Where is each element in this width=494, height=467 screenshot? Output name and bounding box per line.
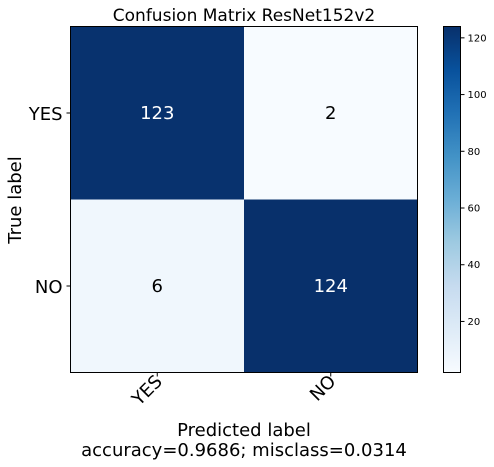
colorbar-tick-label: 60 [468, 204, 481, 215]
x-axis-ticks: YES NO [127, 371, 340, 410]
chart-title: Confusion Matrix ResNet152v2 [113, 6, 375, 26]
plot-frame [70, 26, 418, 373]
x-tick-label: NO [306, 371, 340, 405]
x-tick-label: YES [127, 371, 166, 410]
colorbar-tick-label: 20 [468, 317, 481, 328]
matrix-cell [70, 199, 244, 373]
cell-value-label: 6 [152, 276, 163, 297]
colorbar-tick-label: 120 [468, 33, 487, 44]
cell-value-label: 2 [325, 103, 336, 124]
cell-value-label: 123 [140, 103, 174, 124]
matrix-cells: 123 2 6 124 [70, 26, 418, 373]
y-tick-label: NO [35, 277, 63, 298]
y-axis-label: True label [5, 156, 26, 245]
colorbar-tick-label: 40 [468, 260, 481, 271]
colorbar [443, 26, 461, 373]
matrix-cell [244, 26, 418, 200]
matrix-cell [70, 26, 244, 200]
matrix-cell [244, 199, 418, 373]
colorbar-ticks: 20 40 60 80 100 120 [460, 33, 487, 328]
cell-value-label: 124 [314, 276, 348, 297]
colorbar-tick-label: 80 [468, 147, 481, 158]
y-axis-ticks: YES NO [28, 104, 71, 298]
colorbar-tick-label: 100 [468, 90, 487, 101]
metrics-subtitle: accuracy=0.9686; misclass=0.0314 [81, 440, 407, 461]
y-tick-label: YES [28, 104, 63, 125]
x-axis-label: Predicted label [177, 420, 311, 441]
